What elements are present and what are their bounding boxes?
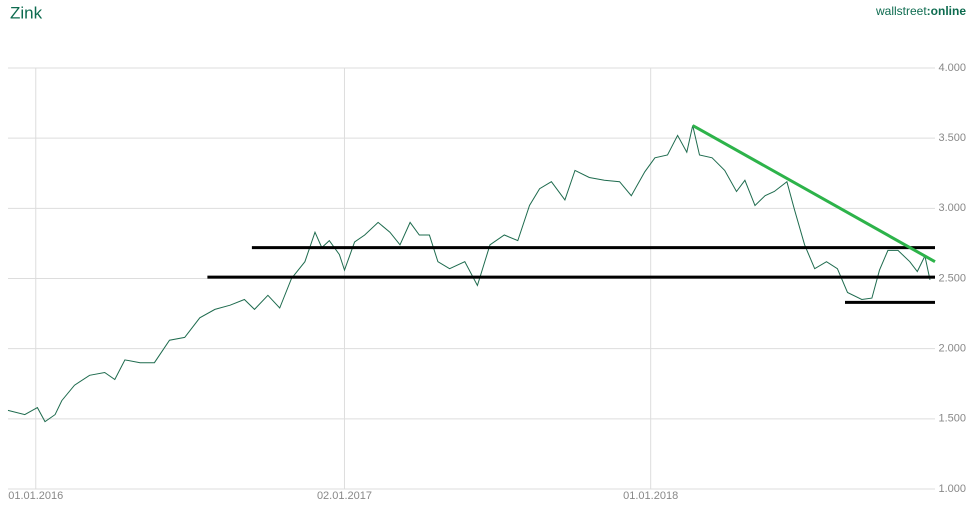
brand-part: :online xyxy=(927,4,967,18)
chart-title: Zink xyxy=(10,3,43,22)
y-tick-label: 2.000 xyxy=(938,343,966,355)
brand-part: wallstreet xyxy=(875,4,927,18)
y-tick-label: 2.500 xyxy=(938,272,966,284)
x-tick-label: 02.01.2017 xyxy=(317,490,372,502)
y-tick-label: 1.000 xyxy=(938,483,966,495)
y-tick-label: 3.000 xyxy=(938,202,966,214)
x-tick-label: 01.01.2018 xyxy=(623,490,678,502)
trend-line xyxy=(691,124,936,264)
price-line xyxy=(7,125,931,423)
y-tick-label: 1.500 xyxy=(938,413,966,425)
x-tick-label: 01.01.2016 xyxy=(8,490,63,502)
y-tick-label: 3.500 xyxy=(938,132,966,144)
brand-logo: wallstreet:online xyxy=(875,4,966,18)
y-tick-label: 4.000 xyxy=(938,62,966,74)
